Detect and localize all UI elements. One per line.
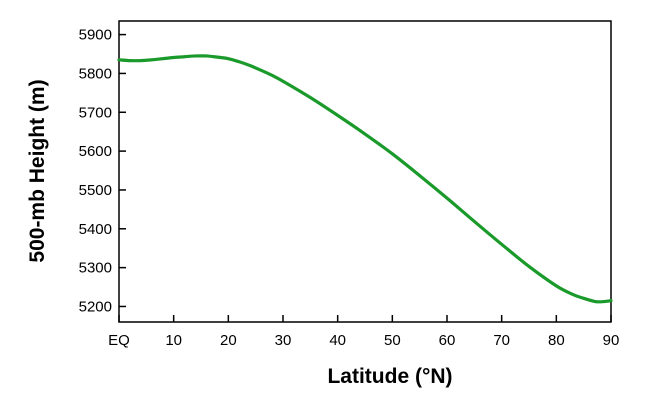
- y-axis-ticks: 5200 5300 5400 5500 5600 5700 5800 5900: [79, 27, 126, 315]
- y-tick-label: 5600: [79, 143, 112, 160]
- series-line: [117, 54, 613, 304]
- y-tick-label: 5700: [79, 104, 112, 121]
- x-tick-label: 70: [493, 332, 510, 349]
- x-axis-ticks: EQ 10 20 30 40 50 60 70 80 90: [108, 315, 619, 349]
- x-tick-label: 20: [220, 332, 237, 349]
- x-tick-label: EQ: [108, 332, 130, 349]
- x-axis-title: Latitude (°N): [327, 365, 452, 388]
- series-layer: [117, 54, 613, 304]
- x-tick-label: 80: [548, 332, 565, 349]
- y-tick-label: 5400: [79, 221, 112, 238]
- x-tick-label: 60: [439, 332, 456, 349]
- y-tick-label: 5900: [79, 27, 112, 44]
- y-tick-label: 5500: [79, 182, 112, 199]
- x-tick-label: 50: [384, 332, 401, 349]
- x-tick-label: 30: [275, 332, 292, 349]
- x-tick-label: 10: [165, 332, 182, 349]
- x-tick-label: 40: [329, 332, 346, 349]
- plot-frame: [118, 20, 612, 323]
- y-tick-label: 5200: [79, 298, 112, 315]
- y-tick-label: 5300: [79, 260, 112, 277]
- y-axis-title: 500-mb Height (m): [26, 79, 49, 262]
- x-tick-label: 90: [603, 332, 620, 349]
- y-tick-label: 5800: [79, 65, 112, 82]
